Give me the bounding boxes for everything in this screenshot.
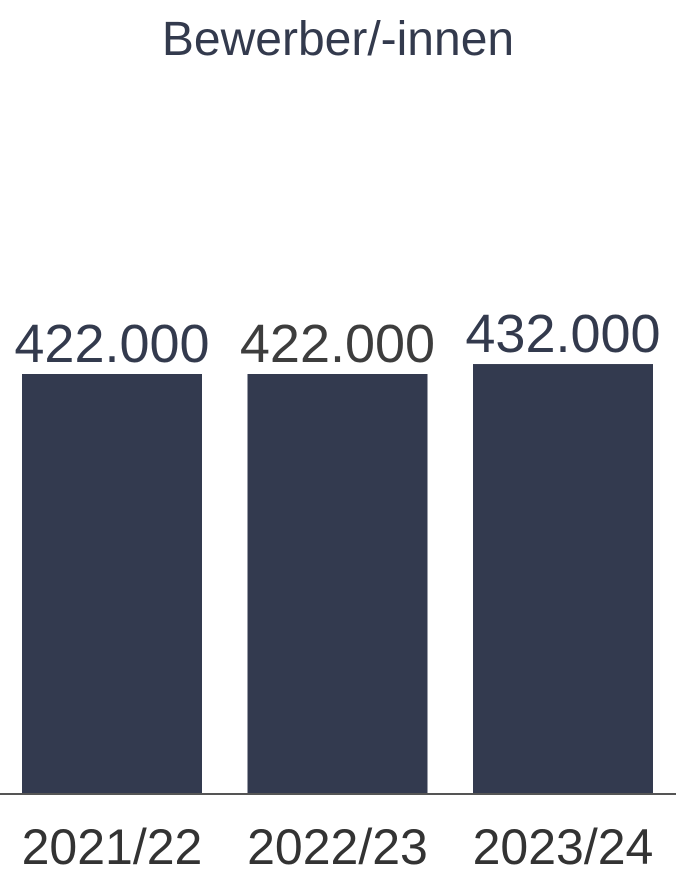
value-label-2023-24: 432.000	[465, 304, 660, 364]
bar-2022-23	[247, 374, 428, 794]
chart-title: Bewerber/-innen	[162, 13, 514, 66]
bar-2023-24	[473, 364, 653, 794]
x-tick-labels-group: 2021/22 2022/23 2023/24	[22, 819, 654, 874]
x-tick-label-2021-22: 2021/22	[22, 819, 203, 874]
x-tick-label-2022-23: 2022/23	[247, 819, 428, 874]
value-label-2022-23: 422.000	[240, 314, 435, 374]
bar-2021-22	[22, 374, 202, 794]
x-tick-label-2023-24: 2023/24	[473, 819, 654, 874]
bars-group	[22, 364, 653, 794]
value-label-2021-22: 422.000	[14, 314, 209, 374]
value-labels-group: 422.000 422.000 432.000	[14, 304, 660, 374]
